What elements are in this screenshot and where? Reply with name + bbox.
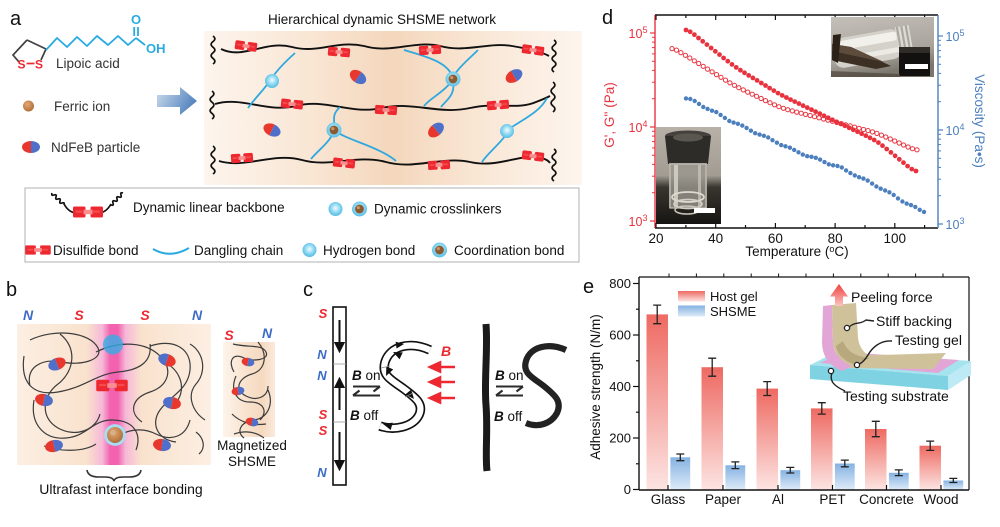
svg-text:O: O (131, 12, 141, 27)
svg-text:N: N (262, 325, 273, 341)
svg-text:Testing substrate: Testing substrate (843, 388, 949, 404)
svg-text:200: 200 (609, 431, 631, 446)
svg-text:S: S (35, 58, 43, 72)
svg-text:S: S (224, 327, 234, 343)
svg-text:100: 100 (884, 231, 907, 246)
svg-text:Stiff backing: Stiff backing (876, 313, 952, 329)
svg-text:Paper: Paper (705, 492, 742, 507)
svg-text:105: 105 (629, 25, 648, 41)
svg-text:S: S (319, 423, 328, 438)
svg-text:Host gel: Host gel (710, 289, 758, 304)
svg-text:800: 800 (609, 276, 631, 291)
svg-text:600: 600 (609, 328, 631, 343)
svg-text:105: 105 (946, 28, 965, 44)
svg-text:B on: B on (352, 368, 381, 383)
svg-text:SHSME: SHSME (228, 454, 276, 469)
svg-text:B off: B off (350, 408, 379, 423)
svg-text:Al: Al (772, 492, 784, 507)
svg-text:S: S (17, 58, 25, 72)
svg-text:S: S (319, 306, 328, 321)
svg-text:N: N (317, 368, 327, 383)
svg-text:Dynamic crosslinkers: Dynamic crosslinkers (374, 202, 502, 217)
svg-text:Adhesive strength (N/m): Adhesive strength (N/m) (588, 314, 603, 460)
svg-text:Coordination bond: Coordination bond (454, 243, 564, 258)
svg-text:Dynamic linear backbone: Dynamic linear backbone (133, 200, 285, 215)
svg-text:Temperature (oC): Temperature (oC) (745, 244, 848, 259)
svg-text:20: 20 (648, 231, 663, 246)
svg-text:e: e (583, 276, 594, 298)
svg-text:103: 103 (629, 213, 648, 229)
svg-text:Dangling chain: Dangling chain (194, 243, 283, 258)
svg-text:OH: OH (146, 41, 166, 56)
svg-text:a: a (10, 8, 22, 30)
svg-text:B off: B off (494, 409, 523, 424)
svg-text:Disulfide bond: Disulfide bond (53, 243, 139, 258)
svg-text:N: N (23, 307, 34, 323)
svg-text:c: c (303, 279, 313, 301)
svg-text:Ultrafast interface bonding: Ultrafast interface bonding (39, 481, 202, 497)
svg-text:Glass: Glass (651, 492, 686, 507)
svg-text:Concrete: Concrete (859, 492, 914, 507)
svg-text:b: b (6, 279, 17, 301)
svg-text:104: 104 (946, 122, 965, 138)
svg-text:Testing gel: Testing gel (895, 332, 962, 348)
svg-text:S: S (319, 407, 328, 422)
svg-text:S: S (74, 307, 84, 323)
svg-text:d: d (602, 7, 613, 29)
svg-text:SHSME: SHSME (710, 304, 757, 319)
svg-text:Peeling force: Peeling force (851, 289, 933, 305)
svg-text:Hydrogen bond: Hydrogen bond (323, 243, 415, 258)
svg-text:N: N (317, 347, 327, 362)
svg-text:S: S (140, 307, 150, 323)
svg-text:Hierarchical dynamic SHSME net: Hierarchical dynamic SHSME network (268, 12, 496, 27)
svg-text:0: 0 (624, 482, 631, 497)
svg-text:40: 40 (708, 231, 723, 246)
svg-text:104: 104 (629, 119, 648, 135)
svg-text:400: 400 (609, 379, 631, 394)
svg-text:80: 80 (828, 231, 843, 246)
svg-text:Ferric ion: Ferric ion (54, 99, 110, 114)
svg-text:Magnetized: Magnetized (217, 438, 287, 453)
svg-text:N: N (317, 465, 327, 480)
svg-text:PET: PET (819, 492, 845, 507)
svg-text:N: N (192, 307, 203, 323)
svg-text:G', G'' (Pa): G', G'' (Pa) (602, 82, 617, 148)
svg-text:Wood: Wood (923, 492, 958, 507)
svg-text:B: B (441, 343, 451, 359)
svg-text:103: 103 (946, 216, 965, 232)
svg-text:Viscosity (Pa•s): Viscosity (Pa•s) (972, 74, 987, 168)
svg-text:Lipoic acid: Lipoic acid (56, 56, 120, 71)
svg-text:NdFeB particle: NdFeB particle (51, 140, 140, 155)
svg-text:60: 60 (768, 231, 783, 246)
svg-text:B on: B on (495, 368, 524, 383)
